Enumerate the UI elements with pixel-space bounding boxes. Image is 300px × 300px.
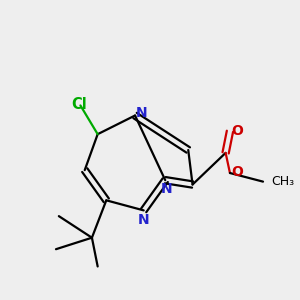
Text: O: O xyxy=(231,165,243,179)
Text: N: N xyxy=(136,106,147,120)
Text: O: O xyxy=(231,124,243,138)
Text: N: N xyxy=(160,182,172,197)
Text: N: N xyxy=(137,213,149,226)
Text: CH₃: CH₃ xyxy=(271,175,294,188)
Text: Cl: Cl xyxy=(71,98,87,112)
